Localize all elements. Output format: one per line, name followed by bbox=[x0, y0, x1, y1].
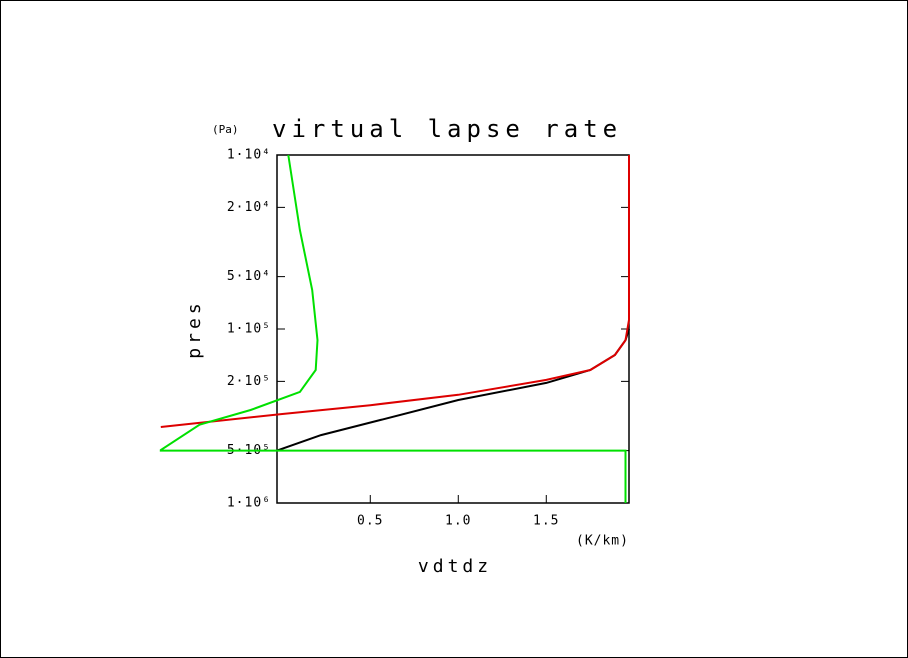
y-unit: (Pa) bbox=[212, 123, 239, 136]
y-tick-label: 1·10⁵ bbox=[227, 322, 271, 337]
x-tick-label: 1.0 bbox=[445, 514, 471, 529]
y-tick-label: 1·10⁶ bbox=[227, 496, 271, 511]
y-tick-label: 5·10⁴ bbox=[227, 269, 271, 284]
y-tick-label: 2·10⁴ bbox=[227, 200, 271, 215]
x-tick-label: 0.5 bbox=[357, 514, 383, 529]
x-unit: (K/km) bbox=[576, 534, 629, 549]
x-axis-label: vdtdz bbox=[418, 556, 492, 577]
y-tick-label: 2·10⁵ bbox=[227, 374, 271, 389]
y-axis-label: pres bbox=[184, 299, 205, 358]
chart-title: virtual lapse rate bbox=[272, 115, 622, 143]
y-tick-label: 1·10⁴ bbox=[227, 148, 271, 163]
data-line bbox=[160, 155, 630, 428]
x-tick-label: 1.5 bbox=[533, 514, 559, 529]
data-line bbox=[159, 154, 627, 503]
